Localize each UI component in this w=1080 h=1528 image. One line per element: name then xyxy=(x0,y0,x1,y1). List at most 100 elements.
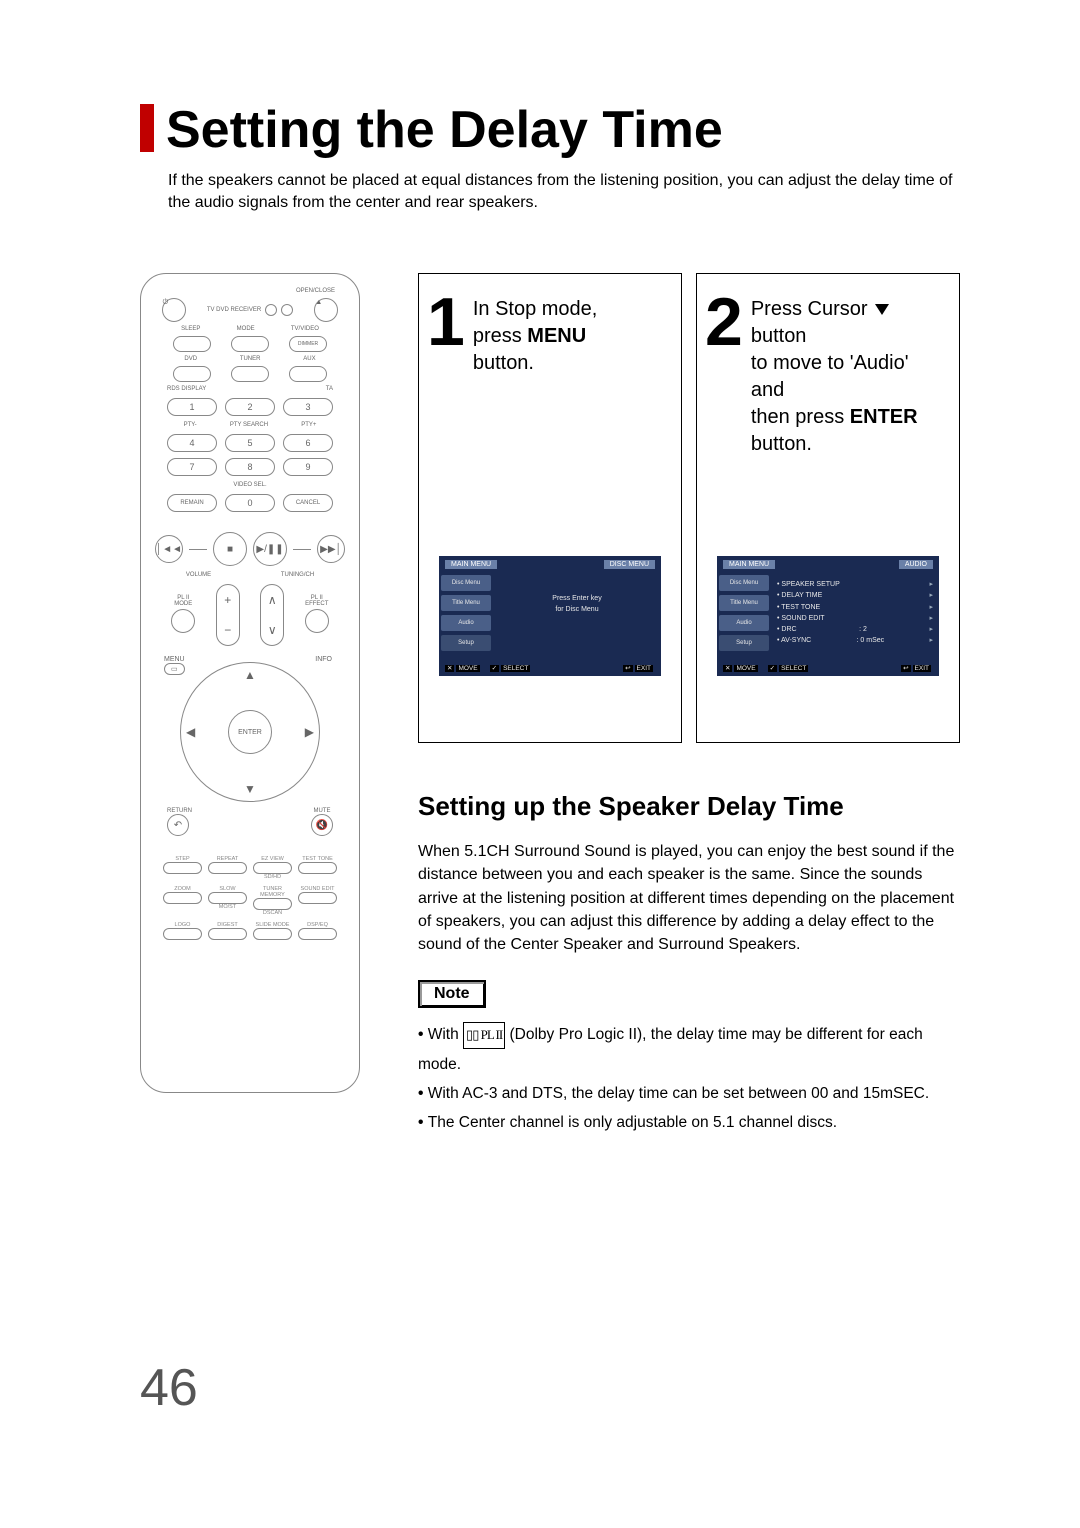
title-accent-bar xyxy=(140,104,154,152)
next-button[interactable]: ▶▶│ xyxy=(317,535,345,563)
cursor-left[interactable]: ◀ xyxy=(186,725,195,739)
step-2-text: Press Cursor button to move to 'Audio' a… xyxy=(751,292,947,458)
osd1-side-title-menu: Title Menu xyxy=(441,595,491,611)
osd-screenshot-1: MAIN MENUDISC MENU Disc Menu Title Menu … xyxy=(439,556,661,676)
osd2-item-drc: DRC xyxy=(777,624,797,635)
bottom-button-grid: STEP REPEAT EZ VIEWSD/HD TEST TONE ZOOM … xyxy=(151,836,349,940)
step-1-number: 1 xyxy=(427,292,465,353)
return-button[interactable]: ↶ xyxy=(167,814,189,836)
osd2-item-delay-time: DELAY TIME xyxy=(777,590,822,601)
num-1[interactable]: 1 xyxy=(167,398,217,416)
section-title: Setting up the Speaker Delay Time xyxy=(418,791,960,822)
num-0[interactable]: 0 xyxy=(225,494,275,512)
dsp-eq-button[interactable] xyxy=(298,928,337,940)
enter-button[interactable]: ENTER xyxy=(228,710,272,754)
dvd-label: DVD xyxy=(184,356,197,362)
tuning-rocker[interactable]: ∧∨ xyxy=(260,584,284,646)
osd1-side-audio: Audio xyxy=(441,615,491,631)
step-1-text: In Stop mode, press MENU button. xyxy=(473,292,598,377)
note-item-3: The Center channel is only adjustable on… xyxy=(418,1108,960,1137)
osd-screenshot-2: MAIN MENU AUDIO Disc Menu Title Menu Audi… xyxy=(717,556,939,676)
num-7[interactable]: 7 xyxy=(167,458,217,476)
plii-mode-button[interactable] xyxy=(171,609,195,633)
osd2-side-audio: Audio xyxy=(719,615,769,631)
osd2-side-title-menu: Title Menu xyxy=(719,595,769,611)
rds-label: RDS DISPLAY xyxy=(167,386,206,392)
volume-rocker[interactable]: +− xyxy=(216,584,240,646)
dpad: MENU▭ INFO ▲ ▼ ◀ ▶ ENTER xyxy=(180,662,320,802)
play-pause-button[interactable]: ▶/❚❚ xyxy=(253,532,287,566)
repeat-button[interactable] xyxy=(208,862,247,874)
osd2-item-sound-edit: SOUND EDIT xyxy=(777,613,825,624)
logo-button[interactable] xyxy=(163,928,202,940)
section-body: When 5.1CH Surround Sound is played, you… xyxy=(418,840,960,956)
number-pad: 1 2 3 xyxy=(151,392,349,422)
sleep-label: SLEEP xyxy=(181,326,200,332)
plii-effect-label: PL II EFFECT xyxy=(305,595,329,607)
num-3[interactable]: 3 xyxy=(283,398,333,416)
cursor-right[interactable]: ▶ xyxy=(305,725,314,739)
menu-label: MENU▭ xyxy=(164,656,185,675)
ezview-button[interactable] xyxy=(253,862,292,874)
plii-mode-label: PL II MODE xyxy=(171,595,195,607)
slow-button[interactable] xyxy=(208,892,247,904)
osd1-left-tag: MAIN MENU xyxy=(445,560,497,569)
cursor-down-icon xyxy=(875,304,889,315)
step-2-number: 2 xyxy=(705,292,743,353)
osd1-side-disc-menu: Disc Menu xyxy=(441,575,491,591)
pty-plus-label: PTY+ xyxy=(301,422,316,428)
zoom-button[interactable] xyxy=(163,892,202,904)
cursor-up[interactable]: ▲ xyxy=(244,668,256,682)
num-9[interactable]: 9 xyxy=(283,458,333,476)
digest-button[interactable] xyxy=(208,928,247,940)
pty-search-label: PTY SEARCH xyxy=(230,422,268,428)
remote-control-illustration: OPEN/CLOSE ⏻ TV DVD RECEIVER ▲ SLEEP MOD… xyxy=(140,273,360,1093)
dolby-plii-icon: ▯▯ PL II xyxy=(463,1022,505,1049)
osd1-body-line2: for Disc Menu xyxy=(499,604,655,615)
ta-label: TA xyxy=(326,386,333,392)
osd1-side-setup: Setup xyxy=(441,635,491,651)
num-5[interactable]: 5 xyxy=(225,434,275,452)
sound-edit-button[interactable] xyxy=(298,892,337,904)
osd2-side-setup: Setup xyxy=(719,635,769,651)
tuner-label: TUNER xyxy=(240,356,261,362)
power-button[interactable]: ⏻ xyxy=(162,298,186,322)
osd1-right-tag: DISC MENU xyxy=(604,560,655,569)
plii-effect-button[interactable] xyxy=(305,609,329,633)
osd2-left-tag: MAIN MENU xyxy=(723,560,775,569)
osd2-item-test-tone: TEST TONE xyxy=(777,602,820,613)
open-close-label: OPEN/CLOSE xyxy=(151,288,349,294)
num-8[interactable]: 8 xyxy=(225,458,275,476)
cancel-button[interactable]: CANCEL xyxy=(283,494,333,512)
return-label: RETURN xyxy=(167,808,192,814)
testtone-button[interactable] xyxy=(298,862,337,874)
osd2-side-disc-menu: Disc Menu xyxy=(719,575,769,591)
cursor-down[interactable]: ▼ xyxy=(244,782,256,796)
step-1-card: 1 In Stop mode, press MENU button. MAIN … xyxy=(418,273,682,743)
stop-button[interactable]: ■ xyxy=(213,532,247,566)
intro-paragraph: If the speakers cannot be placed at equa… xyxy=(168,170,960,213)
osd1-body-line1: Press Enter key xyxy=(499,593,655,604)
prev-button[interactable]: │◄◄ xyxy=(155,535,183,563)
note-item-2: With AC-3 and DTS, the delay time can be… xyxy=(418,1079,960,1108)
page-number: 46 xyxy=(140,1358,198,1418)
num-6[interactable]: 6 xyxy=(283,434,333,452)
osd2-item-speaker-setup: SPEAKER SETUP xyxy=(777,579,840,590)
mute-button[interactable]: 🔇 xyxy=(311,814,333,836)
tuner-memory-button[interactable] xyxy=(253,898,292,910)
tuning-label: TUNING/CH xyxy=(281,572,314,578)
mute-label: MUTE xyxy=(311,808,333,814)
num-2[interactable]: 2 xyxy=(225,398,275,416)
volume-label: VOLUME xyxy=(186,572,211,578)
num-4[interactable]: 4 xyxy=(167,434,217,452)
note-list: With ▯▯ PL II (Dolby Pro Logic II), the … xyxy=(418,1020,960,1138)
slide-mode-button[interactable] xyxy=(253,928,292,940)
menu-button[interactable]: ▭ xyxy=(164,663,185,675)
note-item-1: With ▯▯ PL II (Dolby Pro Logic II), the … xyxy=(418,1020,960,1079)
step-button[interactable] xyxy=(163,862,202,874)
eject-button[interactable]: ▲ xyxy=(314,298,338,322)
dimmer-button[interactable]: DIMMER xyxy=(289,336,327,352)
aux-label: AUX xyxy=(303,356,315,362)
remain-button[interactable]: REMAIN xyxy=(167,494,217,512)
osd2-right-tag: AUDIO xyxy=(899,560,933,569)
